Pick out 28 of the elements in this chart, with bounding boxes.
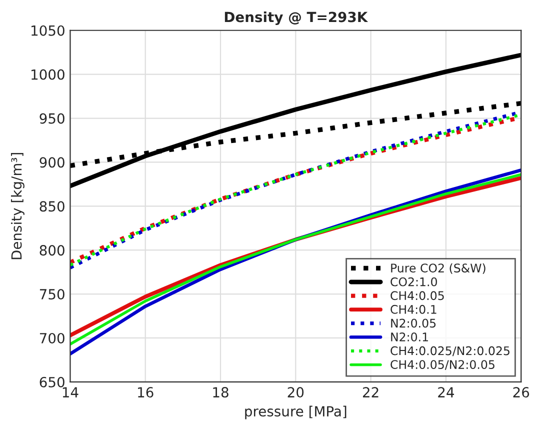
y-tick-label: 700 bbox=[40, 332, 64, 344]
legend-label: N2:0.1 bbox=[391, 332, 428, 342]
legend-label: Pure CO2 (S&W) bbox=[391, 263, 486, 274]
x-tick-label: 24 bbox=[438, 387, 454, 398]
x-tick-label: 18 bbox=[213, 387, 228, 398]
y-tick-label: 750 bbox=[40, 289, 64, 300]
legend-label: CH4:0.1 bbox=[390, 304, 436, 314]
x-tick-label: 14 bbox=[62, 387, 78, 398]
chart-title: Density @ T=293K bbox=[224, 11, 368, 26]
legend-label: CH4:0.05 bbox=[390, 291, 444, 300]
x-axis-title: pressure [MPa] bbox=[245, 406, 346, 420]
y-tick-label: 950 bbox=[40, 113, 64, 124]
x-tick-label: 16 bbox=[138, 387, 154, 398]
y-tick-label: 1050 bbox=[32, 25, 64, 36]
legend-label: CO2:1.0 bbox=[390, 277, 437, 286]
x-tick-label: 20 bbox=[288, 387, 304, 398]
x-tick-label: 26 bbox=[513, 387, 530, 398]
y-tick-label: 650 bbox=[40, 376, 64, 388]
legend-label: CH4:0.025/N2:0.025 bbox=[390, 346, 510, 356]
y-axis-title: Density [kg/m³] bbox=[10, 153, 24, 260]
y-tick-label: 1000 bbox=[32, 69, 64, 80]
y-tick-label: 900 bbox=[40, 157, 64, 168]
line-series bbox=[70, 52, 522, 188]
legend-label: N2:0.05 bbox=[391, 318, 436, 328]
legend-label: CH4:0.05/N2:0.05 bbox=[390, 360, 494, 370]
y-tick-label: 800 bbox=[40, 245, 64, 256]
x-tick-label: 22 bbox=[362, 387, 378, 398]
y-tick-label: 850 bbox=[40, 201, 64, 212]
